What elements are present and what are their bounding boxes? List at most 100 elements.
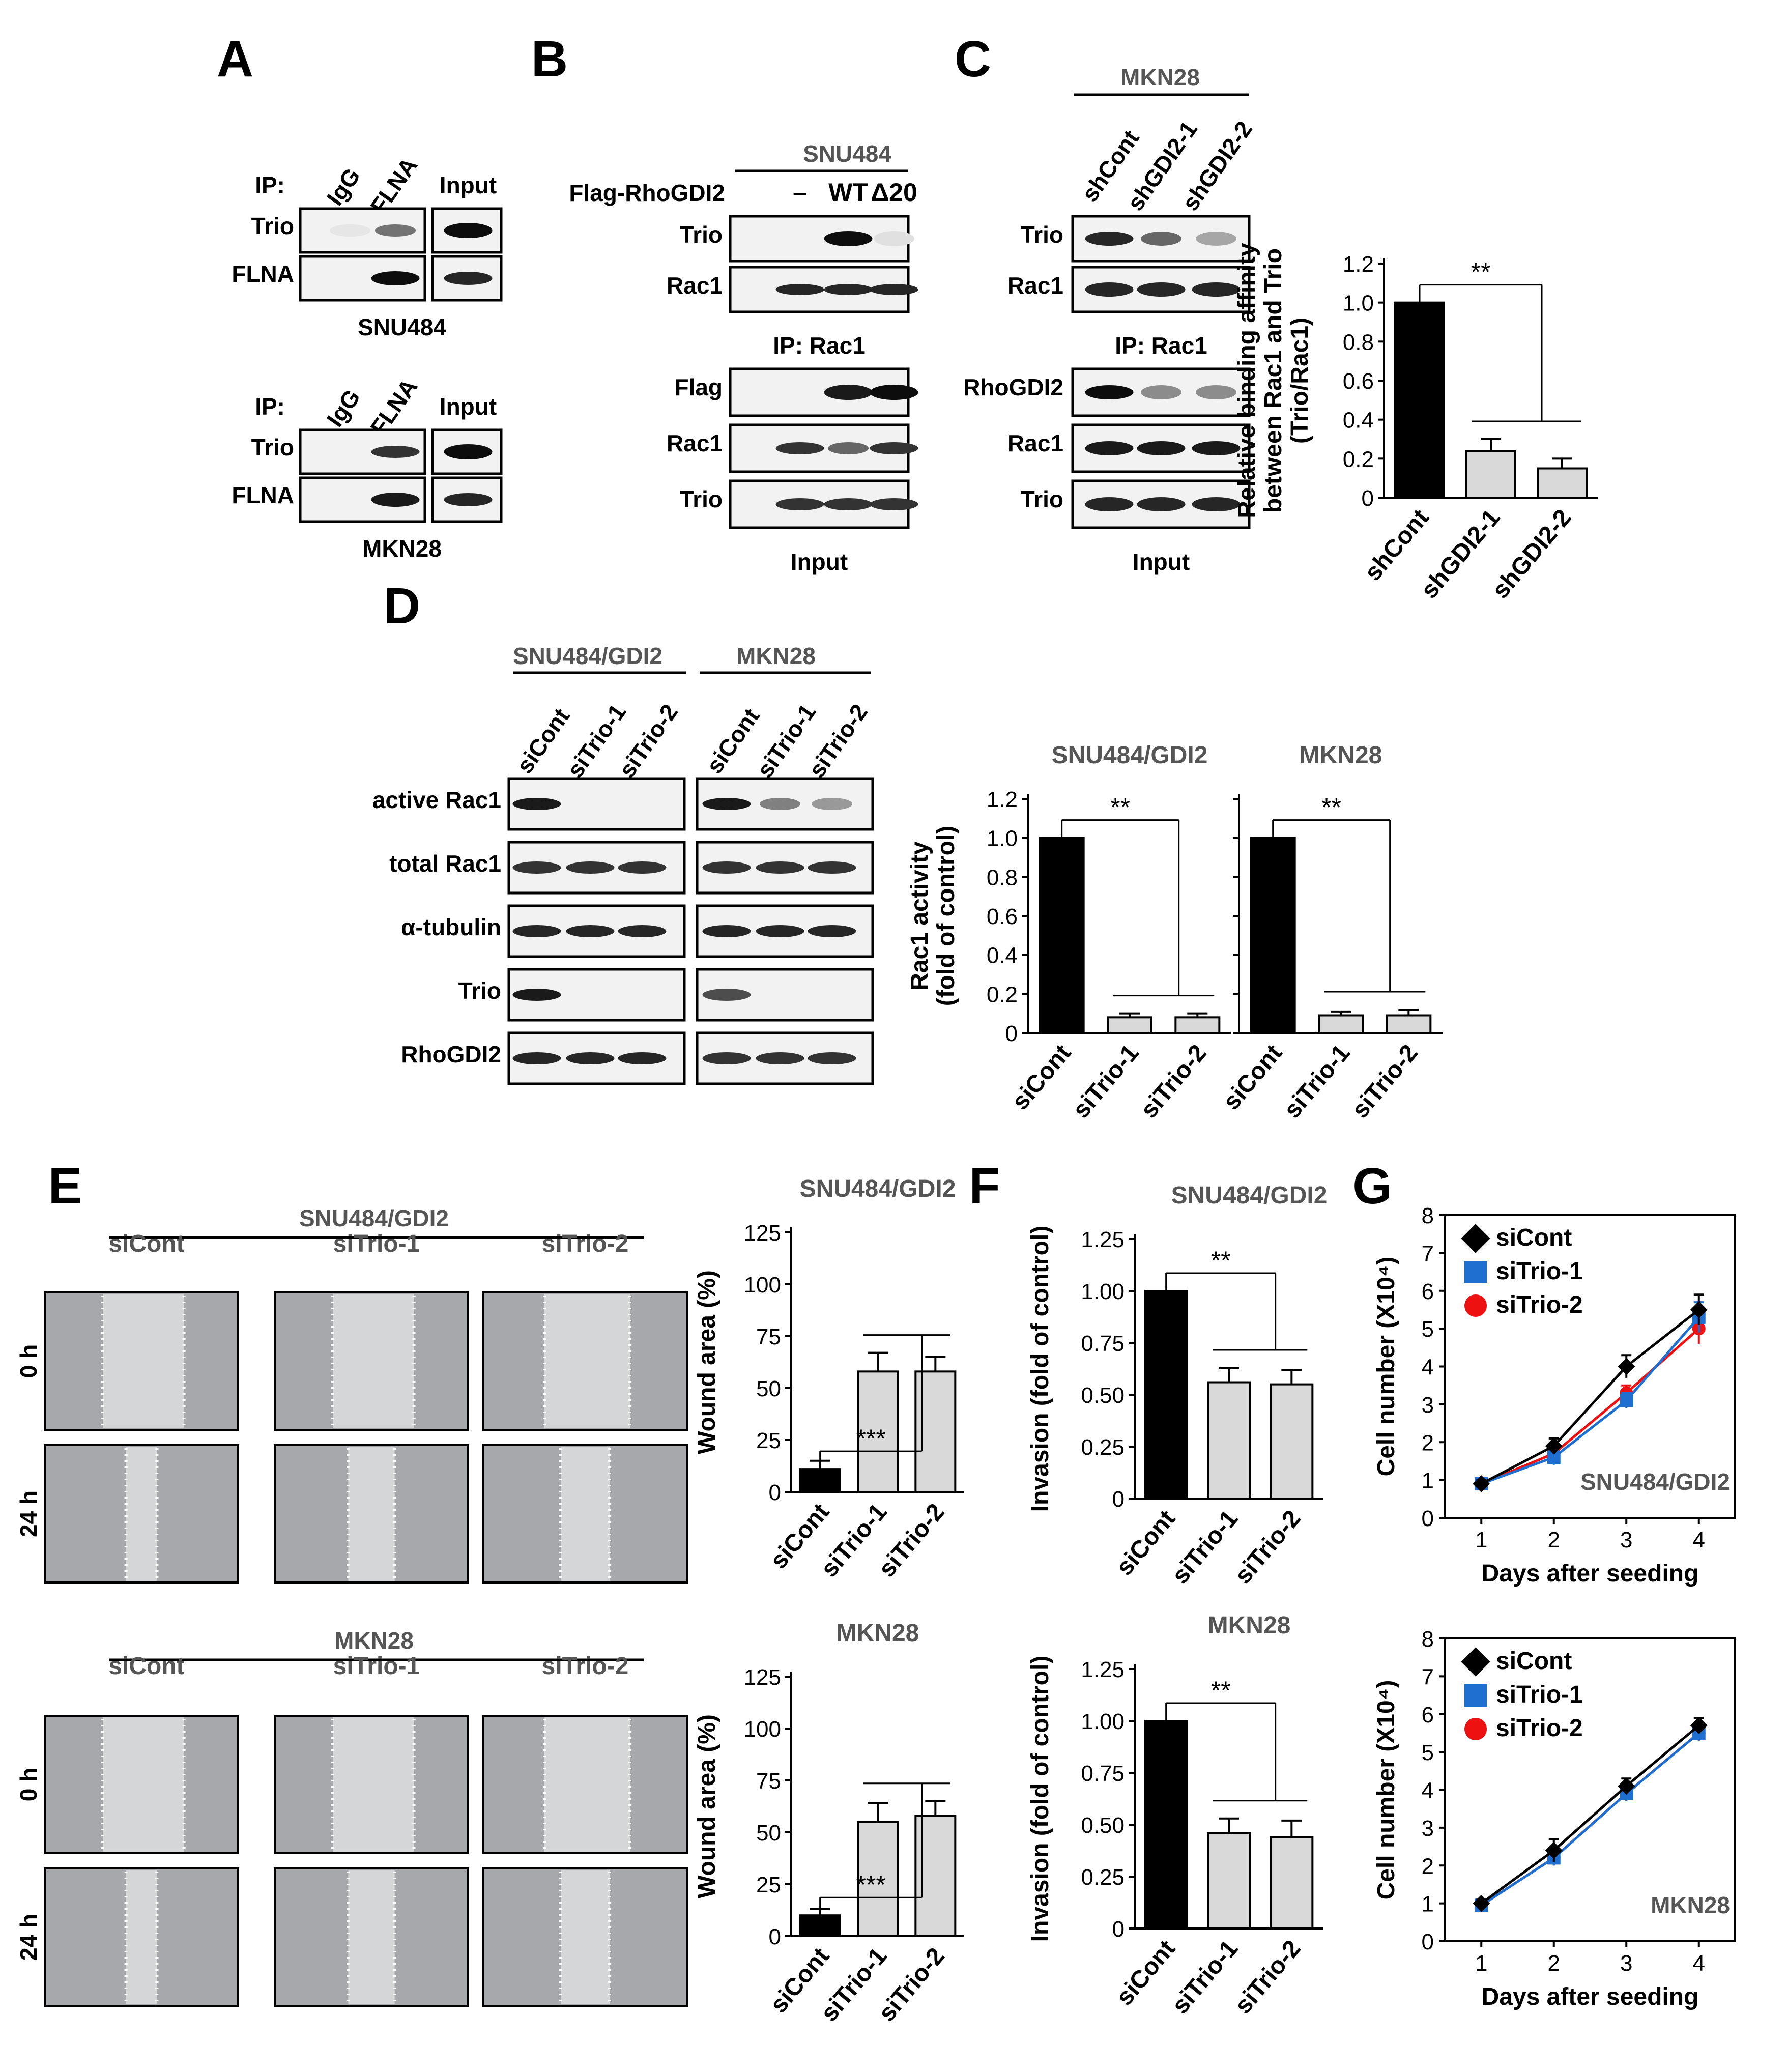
- row-label: 24 h: [15, 1914, 42, 1961]
- x-axis-label: Days after seeding: [1482, 1983, 1699, 2010]
- blot-band: [1085, 441, 1134, 455]
- blot-band: [512, 989, 561, 1001]
- blot-band: [566, 861, 615, 874]
- y-axis-label: Rac1 activity: [906, 841, 933, 991]
- caption: Input: [1133, 549, 1190, 575]
- wound-gap: [333, 1294, 414, 1428]
- y-tick-label: 125: [744, 1221, 781, 1246]
- chart-title: MKN28: [1208, 1612, 1291, 1639]
- data-point: [1618, 1777, 1635, 1795]
- blot-band: [512, 861, 561, 874]
- row-label: active Rac1: [372, 787, 501, 813]
- x-tick-label: siTrio-2: [1135, 1040, 1212, 1124]
- caption: IP: Rac1: [1115, 332, 1207, 359]
- blot-band: [702, 925, 751, 937]
- y-tick-label: 100: [744, 1717, 781, 1742]
- lane-label: IgG: [322, 385, 366, 432]
- y-tick-label: 50: [756, 1821, 781, 1846]
- significance-label: ***: [856, 1870, 885, 1899]
- y-tick-label: 2: [1422, 1854, 1434, 1879]
- y-axis-label: Wound area (%): [694, 1270, 720, 1454]
- y-tick-label: 6: [1422, 1703, 1434, 1728]
- lane-label: WT: [828, 178, 868, 207]
- blot-band: [1085, 282, 1134, 297]
- blot-band: [444, 493, 493, 506]
- y-tick-label: 0: [769, 1924, 781, 1949]
- blot-band: [371, 493, 420, 507]
- y-tick-label: 0: [1112, 1487, 1125, 1512]
- blot-band: [812, 798, 852, 810]
- y-tick-label: 0.4: [987, 943, 1018, 968]
- wound-gap: [348, 1447, 395, 1581]
- y-tick-label: 25: [756, 1873, 781, 1897]
- y-tick-label: 2: [1422, 1430, 1434, 1455]
- y-axis-label: (fold of control): [933, 826, 960, 1006]
- x-tick-label: 4: [1693, 1528, 1705, 1552]
- y-tick-label: 0.25: [1081, 1435, 1125, 1460]
- blot-band: [1085, 385, 1134, 399]
- x-tick-label: 4: [1693, 1951, 1705, 1976]
- row-label: Trio: [1021, 221, 1063, 248]
- column-label: siTrio-1: [333, 1230, 420, 1257]
- blot-band: [1085, 497, 1134, 511]
- caption: IP: Rac1: [773, 332, 866, 359]
- blot-band: [702, 861, 751, 874]
- row-label: Rac1: [667, 272, 723, 299]
- y-axis-label: Relative binding affinity: [1233, 243, 1260, 519]
- bar: [1107, 1016, 1152, 1034]
- legend-label: siTrio-1: [1496, 1681, 1583, 1708]
- wound-gap: [333, 1717, 414, 1852]
- y-axis-label: Invasion (fold of control): [1027, 1226, 1054, 1512]
- y-tick-label: 1.0: [987, 826, 1018, 851]
- bar: [1207, 1832, 1251, 1930]
- row-label: Trio: [680, 486, 723, 512]
- blot-band: [618, 1052, 667, 1064]
- data-point: [1545, 1841, 1563, 1859]
- row-label: Rac1: [667, 430, 723, 456]
- wound-gap: [126, 1447, 157, 1581]
- y-tick-label: 50: [756, 1376, 781, 1401]
- y-tick-label: 3: [1422, 1816, 1434, 1841]
- y-tick-label: 4: [1422, 1355, 1434, 1380]
- x-axis-label: Days after seeding: [1482, 1560, 1699, 1587]
- y-tick-label: 0: [1005, 1021, 1018, 1046]
- y-tick-label: 0.50: [1081, 1383, 1125, 1408]
- y-tick-label: 1.00: [1081, 1279, 1125, 1304]
- significance-label: **: [1211, 1676, 1231, 1705]
- significance-label: **: [1110, 793, 1130, 822]
- group-label: MKN28: [334, 1627, 414, 1654]
- y-axis-label: between Rac1 and Trio: [1260, 248, 1287, 513]
- y-tick-label: 1.2: [987, 787, 1018, 812]
- row-label: Trio: [458, 977, 501, 1004]
- panel-label-A: A: [217, 31, 253, 88]
- blot-band: [824, 231, 873, 246]
- blot-band: [444, 444, 493, 459]
- bar: [1270, 1836, 1314, 1930]
- row-label: RhoGDI2: [401, 1041, 501, 1068]
- row-label: 0 h: [15, 1768, 42, 1801]
- blot-band: [1196, 385, 1236, 399]
- row-label: RhoGDI2: [963, 374, 1063, 400]
- bar: [799, 1468, 841, 1493]
- legend-marker: [1464, 1684, 1487, 1707]
- row-label: Trio: [1021, 486, 1063, 512]
- y-tick-label: 0: [1362, 486, 1374, 511]
- wound-gap: [544, 1294, 630, 1428]
- cell-line-label: SNU484: [358, 314, 446, 340]
- bar: [799, 1914, 841, 1937]
- blot-band: [618, 925, 667, 937]
- y-tick-label: 1.25: [1081, 1227, 1125, 1252]
- group-label: SNU484/GDI2: [299, 1205, 449, 1231]
- blot-band: [824, 498, 873, 510]
- y-tick-label: 8: [1422, 1203, 1434, 1228]
- panel-label-D: D: [384, 578, 420, 635]
- x-tick-label: siCont: [1218, 1040, 1288, 1115]
- bar: [1039, 837, 1085, 1034]
- y-tick-label: 5: [1422, 1740, 1434, 1765]
- blot-band: [371, 271, 420, 285]
- data-point: [1545, 1437, 1563, 1455]
- series-line: [1481, 1316, 1700, 1485]
- chart-title: SNU484/GDI2: [800, 1175, 956, 1202]
- y-tick-label: 5: [1422, 1317, 1434, 1342]
